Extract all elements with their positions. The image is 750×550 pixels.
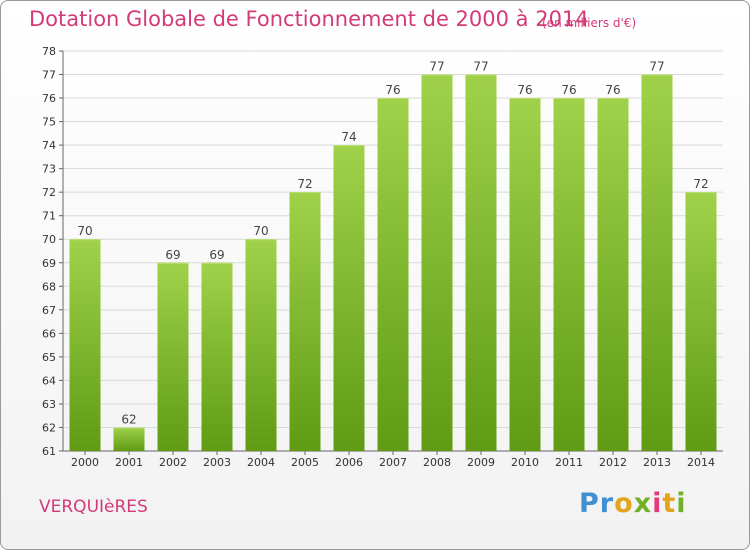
proxiti-logo: Proxiti: [579, 488, 687, 519]
x-tick-label: 2012: [599, 456, 627, 469]
data-label: 76: [605, 83, 620, 97]
data-label: 70: [253, 224, 268, 238]
bar-2012: [597, 98, 629, 451]
data-labels: 70 62 69 69 70 72 74 76 77 77 76 76 76 77 72: [77, 60, 708, 427]
x-tick-label: 2014: [687, 456, 715, 469]
bar-2011: [553, 98, 585, 451]
x-tick-label: 2000: [71, 456, 99, 469]
x-tick-label: 2007: [379, 456, 407, 469]
bar-2010: [509, 98, 541, 451]
data-label: 77: [429, 60, 444, 74]
data-label: 70: [77, 224, 92, 238]
data-label: 76: [517, 83, 532, 97]
bar-2006: [333, 145, 365, 451]
y-tick-label: 76: [42, 92, 56, 105]
data-label: 72: [693, 177, 708, 191]
bar-2008: [421, 74, 453, 451]
y-tick-label: 67: [42, 304, 56, 317]
bar-2013: [641, 74, 673, 451]
y-tick-label: 72: [42, 186, 56, 199]
data-label: 76: [561, 83, 576, 97]
x-tick-label: 2006: [335, 456, 363, 469]
y-tick-label: 73: [42, 163, 56, 176]
y-tick-label: 75: [42, 116, 56, 129]
x-tick-label: 2010: [511, 456, 539, 469]
bar-2000: [69, 239, 101, 451]
chart-title: Dotation Globale de Fonctionnement de 20…: [29, 7, 589, 31]
data-label: 77: [649, 60, 664, 74]
bars: [69, 74, 717, 452]
x-tick-label: 2002: [159, 456, 187, 469]
bar-2001: [113, 427, 145, 451]
y-tick-label: 77: [42, 69, 56, 82]
y-tick-label: 68: [42, 280, 56, 293]
bar-2007: [377, 98, 409, 451]
data-label: 76: [385, 83, 400, 97]
data-label: 74: [341, 130, 356, 144]
x-tick-label: 2011: [555, 456, 583, 469]
bar-2005: [289, 192, 321, 452]
bar-2002: [157, 262, 189, 451]
y-tick-label: 63: [42, 398, 56, 411]
y-tick-label: 78: [42, 45, 56, 58]
x-tick-label: 2003: [203, 456, 231, 469]
y-tick-label: 64: [42, 374, 56, 387]
chart-unit: (en milliers d'€): [542, 16, 637, 30]
bar-2003: [201, 262, 233, 451]
x-tick-label: 2013: [643, 456, 671, 469]
y-tick-label: 74: [42, 139, 56, 152]
bar-2014: [685, 192, 717, 452]
data-label: 69: [165, 248, 180, 262]
y-tick-label: 62: [42, 421, 56, 434]
x-tick-label: 2005: [291, 456, 319, 469]
x-tick-label: 2004: [247, 456, 275, 469]
y-tick-label: 71: [42, 210, 56, 223]
data-label: 62: [121, 412, 136, 426]
y-tick-label: 66: [42, 327, 56, 340]
y-tick-label: 69: [42, 257, 56, 270]
data-label: 69: [209, 248, 224, 262]
bar-2004: [245, 239, 277, 451]
data-label: 77: [473, 60, 488, 74]
y-tick-label: 70: [42, 233, 56, 246]
y-tick-label: 65: [42, 351, 56, 364]
y-tick-label: 61: [42, 445, 56, 458]
x-tick-label: 2009: [467, 456, 495, 469]
bar-2009: [465, 74, 497, 451]
x-tick-label: 2008: [423, 456, 451, 469]
commune-name: VERQUIèRES: [39, 497, 148, 517]
x-tick-label: 2001: [115, 456, 143, 469]
data-label: 72: [297, 177, 312, 191]
